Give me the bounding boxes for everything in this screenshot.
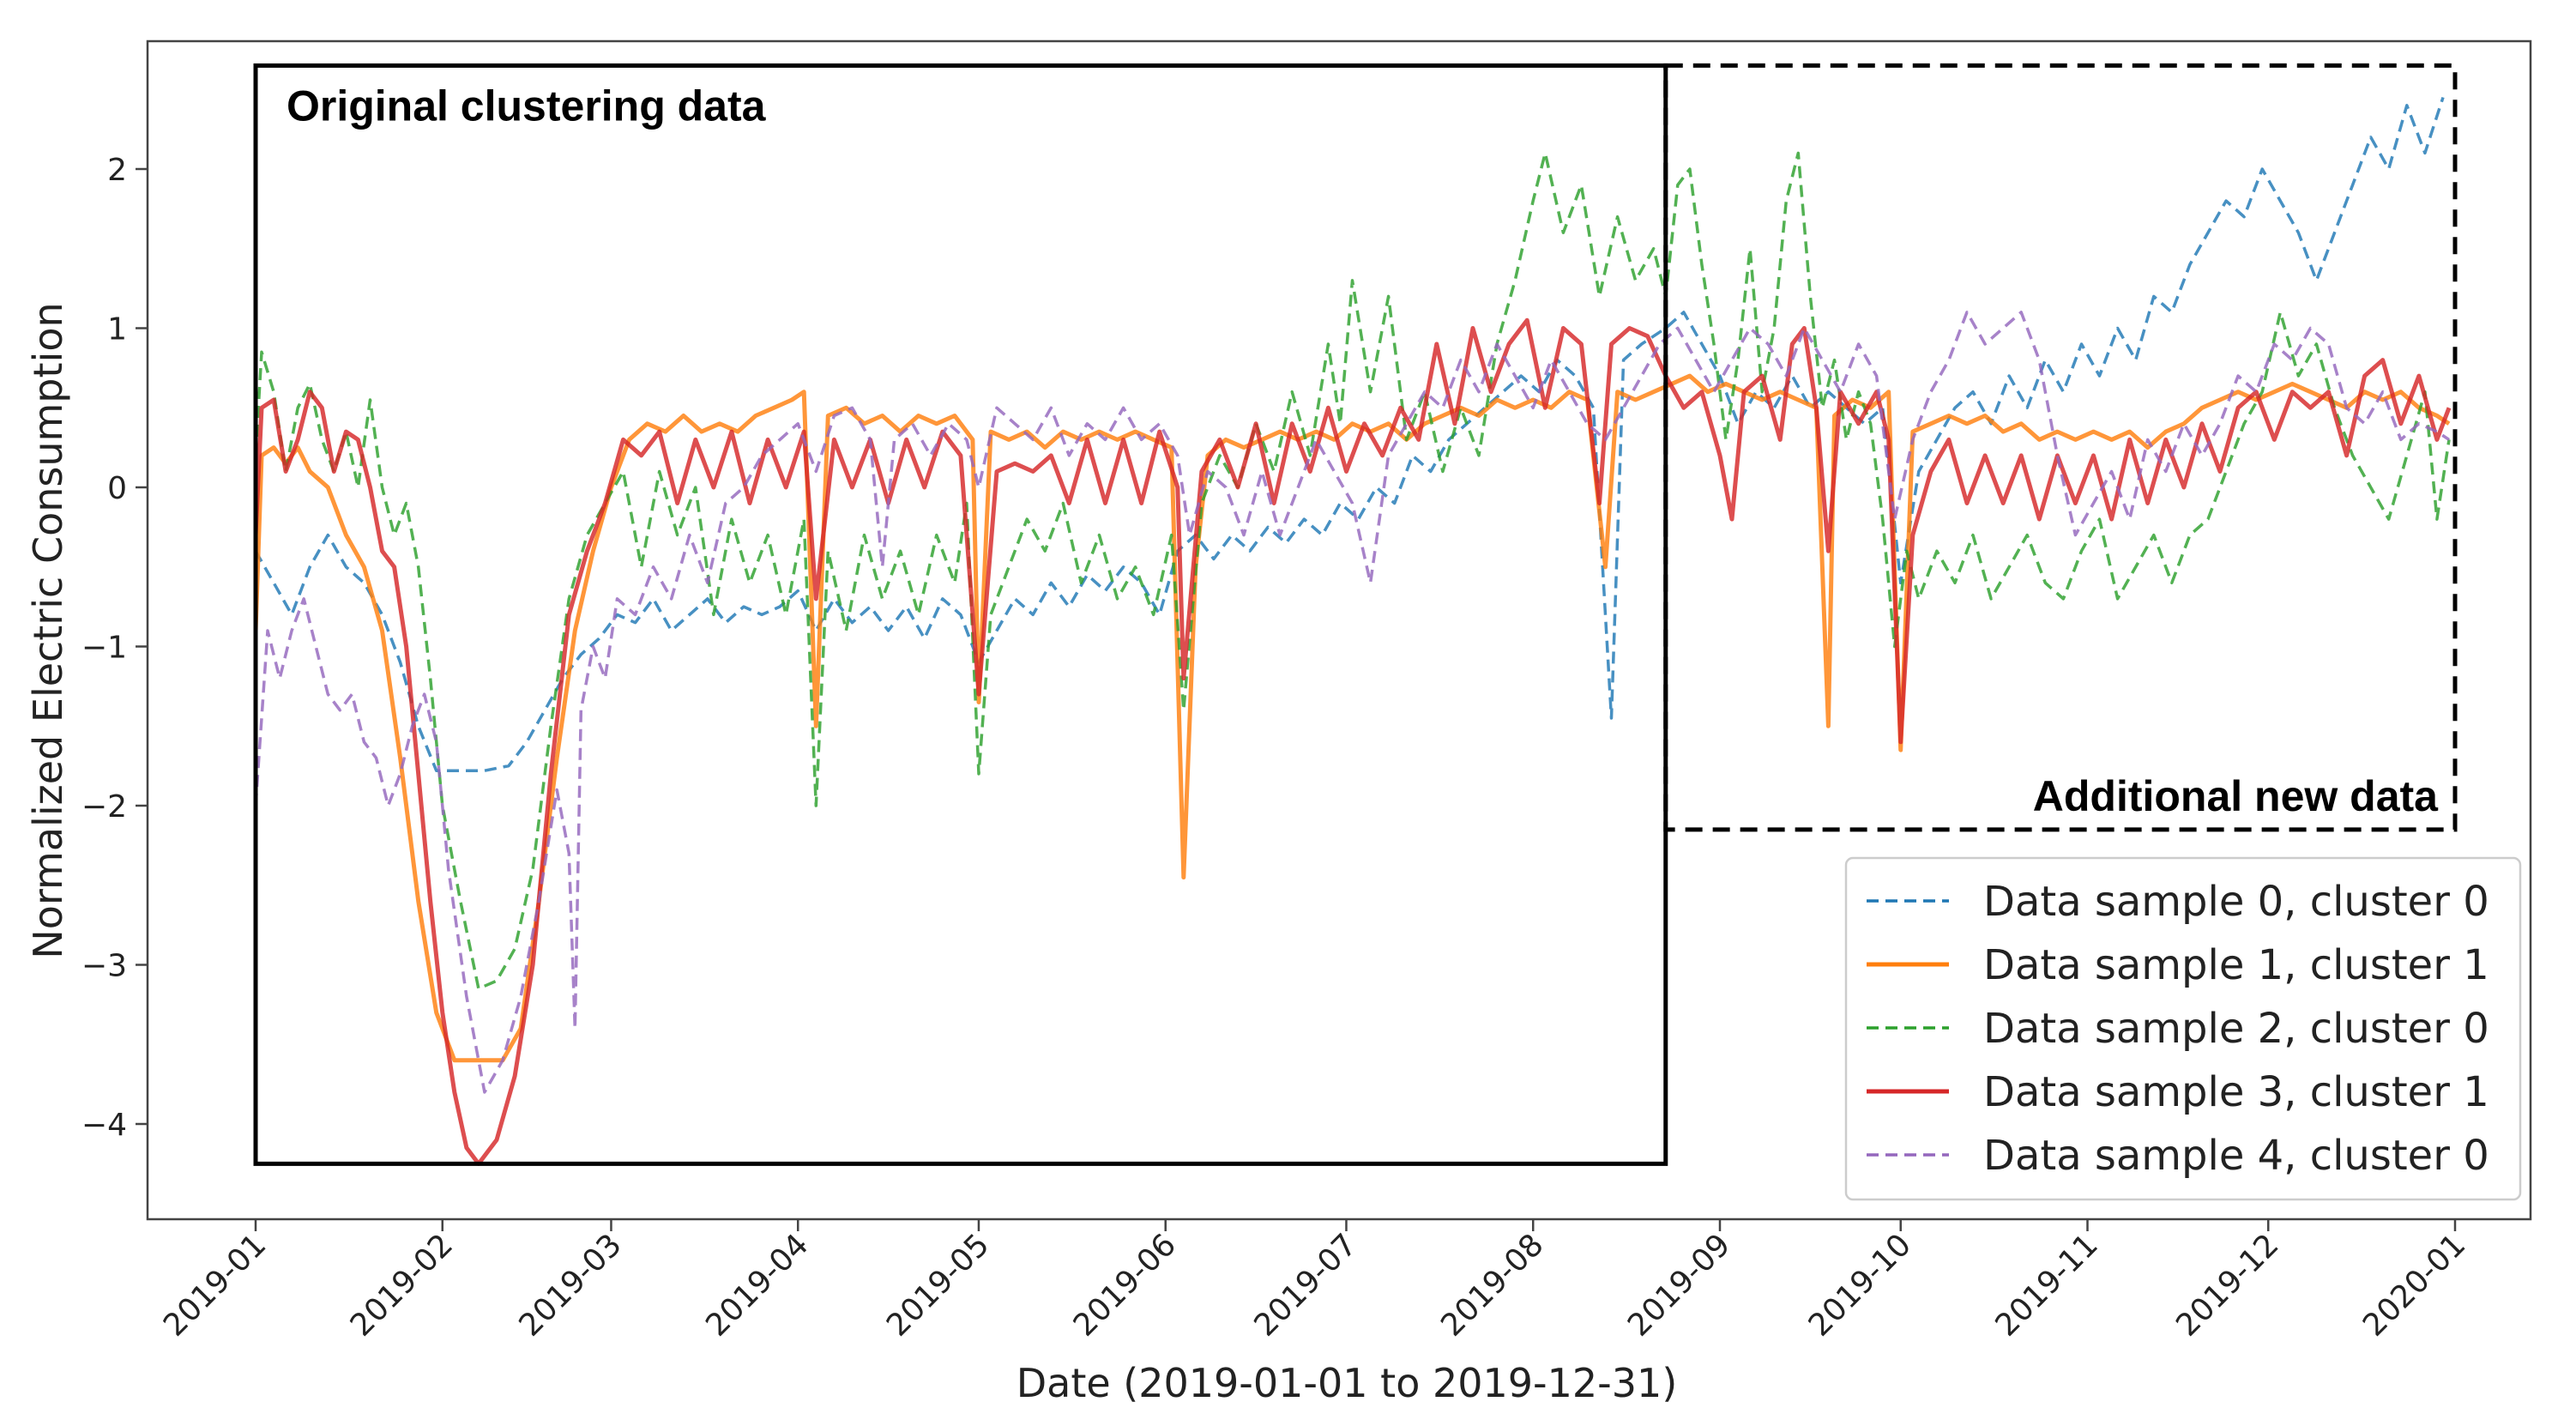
series-line-1 xyxy=(253,373,2451,1063)
y-tick-label: −2 xyxy=(81,789,127,825)
legend: Data sample 0, cluster 0 Data sample 1, c… xyxy=(1844,856,2522,1201)
series-line-0 xyxy=(254,96,2445,772)
x-tick-label: 2019-09 xyxy=(1621,1227,1737,1343)
y-tick-label: −3 xyxy=(81,949,127,984)
series-line-2 xyxy=(254,151,2451,991)
x-tick-label: 2020-01 xyxy=(2356,1227,2472,1343)
plot-frame xyxy=(146,39,2532,1221)
y-tick-label: 2 xyxy=(107,153,127,188)
y-tick-label: 1 xyxy=(107,312,127,347)
x-tick-label: 2019-07 xyxy=(1247,1227,1363,1343)
x-tick-label: 2019-04 xyxy=(699,1227,815,1343)
x-tick-label: 2019-06 xyxy=(1067,1227,1183,1343)
x-tick-label: 2019-02 xyxy=(344,1227,460,1343)
y-tick-label: −1 xyxy=(81,631,127,666)
legend-frame xyxy=(1844,856,2522,1201)
y-axis-label: Normalized Electric Consumption xyxy=(25,302,71,958)
annotation-label-1: Additional new data xyxy=(2033,772,2439,820)
y-tick-label: 0 xyxy=(107,471,127,506)
x-axis-ticks: 2019-01 2019-02 2019-03 2019-04 2019-05 2019-… xyxy=(157,1219,2472,1344)
x-tick-label: 2019-05 xyxy=(880,1227,996,1343)
legend-label-4: Data sample 4, cluster 0 xyxy=(1983,1132,2489,1180)
x-tick-label: 2019-11 xyxy=(1989,1227,2105,1343)
legend-label-2: Data sample 2, cluster 0 xyxy=(1983,1005,2489,1053)
annotation-layer: Original clustering data Additional new d… xyxy=(253,63,2458,1166)
y-axis-ticks: 2 1 0 −1 −2 −3 −4 xyxy=(81,153,148,1143)
annotation-box-1 xyxy=(1663,63,2458,832)
y-tick-label: −4 xyxy=(81,1108,127,1143)
series-line-3 xyxy=(253,317,2452,1166)
x-tick-label: 2019-03 xyxy=(512,1227,628,1343)
legend-label-1: Data sample 1, cluster 1 xyxy=(1983,941,2489,989)
annotation-label-0: Original clustering data xyxy=(287,82,767,130)
series-line-4 xyxy=(254,311,2450,1094)
x-axis-label: Date (2019-01-01 to 2019-12-31) xyxy=(1017,1360,1678,1406)
x-tick-label: 2019-08 xyxy=(1434,1227,1550,1343)
series-layer xyxy=(253,96,2452,1166)
legend-label-0: Data sample 0, cluster 0 xyxy=(1983,878,2489,926)
legend-label-3: Data sample 3, cluster 1 xyxy=(1983,1068,2489,1116)
x-tick-label: 2019-01 xyxy=(157,1227,273,1343)
x-tick-label: 2019-10 xyxy=(1802,1227,1918,1343)
x-tick-label: 2019-12 xyxy=(2169,1227,2285,1343)
